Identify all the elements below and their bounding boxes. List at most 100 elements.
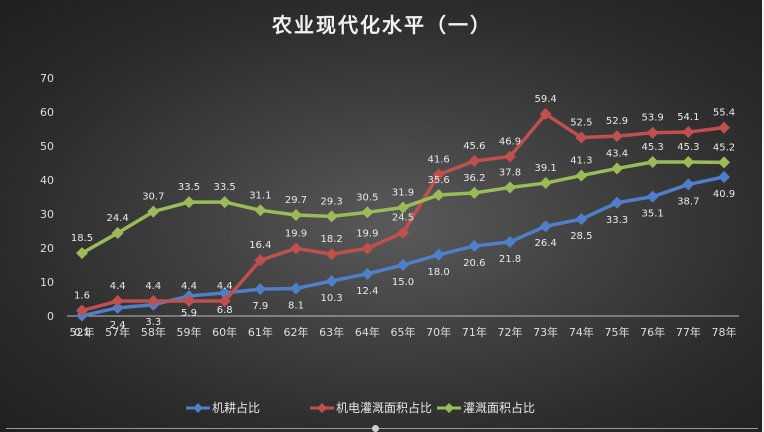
- data-point-marker[interactable]: [468, 154, 481, 167]
- data-point-marker[interactable]: [646, 155, 659, 168]
- axes: 0 10 20 30 40 50 60 70 52年 57年 58年 59年 60年 61年 62年 63年 6…: [40, 72, 739, 339]
- data-point-marker[interactable]: [183, 295, 195, 308]
- data-point-marker[interactable]: [539, 108, 552, 121]
- data-point-marker[interactable]: [539, 177, 552, 190]
- data-point-marker[interactable]: [361, 242, 374, 255]
- data-point-marker[interactable]: [504, 235, 516, 248]
- legend-entry[interactable]: 机电灌溉面积占比: [336, 400, 432, 415]
- y-tick-label: 70: [40, 72, 54, 85]
- data-point-marker[interactable]: [361, 267, 374, 280]
- data-point-marker[interactable]: [290, 209, 302, 222]
- x-tick-label: 60年: [212, 325, 237, 339]
- data-label: 40.9: [713, 189, 735, 200]
- data-label: 4.4: [181, 281, 197, 292]
- legend-entry[interactable]: 机耕占比: [212, 400, 260, 415]
- data-point-marker[interactable]: [254, 204, 267, 217]
- data-label: 55.4: [713, 108, 735, 119]
- data-point-marker[interactable]: [575, 131, 588, 144]
- data-label: 46.9: [499, 137, 521, 148]
- data-point-marker[interactable]: [468, 186, 481, 199]
- legend-entry[interactable]: 灌溉面积占比: [463, 400, 535, 415]
- y-tick-label: 20: [40, 242, 54, 255]
- y-tick-label: 60: [40, 106, 54, 119]
- data-label: 2.4: [110, 320, 126, 331]
- data-point-marker[interactable]: [76, 247, 88, 260]
- data-point-marker[interactable]: [111, 301, 124, 314]
- data-point-marker[interactable]: [575, 169, 588, 182]
- frame-bottom-border: [6, 428, 758, 429]
- data-point-marker[interactable]: [646, 126, 659, 139]
- data-point-marker[interactable]: [397, 226, 409, 239]
- data-label: 45.3: [642, 142, 664, 153]
- data-label: 3.3: [145, 317, 161, 328]
- data-point-marker[interactable]: [111, 227, 124, 240]
- data-label: 24.5: [392, 213, 414, 224]
- data-point-marker[interactable]: [718, 121, 730, 134]
- data-point-marker[interactable]: [183, 196, 195, 209]
- x-tick-label: 75年: [605, 325, 630, 339]
- data-point-marker[interactable]: [325, 274, 338, 287]
- data-point-marker[interactable]: [254, 283, 267, 296]
- data-point-marker[interactable]: [575, 213, 588, 226]
- data-point-marker[interactable]: [646, 190, 659, 203]
- data-point-marker[interactable]: [504, 150, 516, 163]
- data-labels: 0.1 2.4 3.3 5.9 6.8 7.9 8.1 10.3 12.4 15.0 18.0 20.…: [71, 94, 735, 339]
- data-label: 18.0: [428, 267, 450, 278]
- data-point-marker[interactable]: [76, 304, 88, 317]
- data-point-marker[interactable]: [111, 295, 124, 308]
- data-label: 19.9: [356, 228, 378, 239]
- data-point-marker[interactable]: [611, 162, 623, 175]
- y-tick-label: 50: [40, 140, 54, 153]
- y-tick-label: 40: [40, 174, 54, 187]
- data-point-marker[interactable]: [504, 181, 516, 194]
- data-point-marker[interactable]: [397, 259, 409, 271]
- data-label: 53.9: [642, 113, 664, 124]
- data-point-marker[interactable]: [611, 130, 623, 143]
- data-point-marker[interactable]: [147, 295, 160, 308]
- data-label: 54.1: [677, 112, 699, 123]
- data-point-marker[interactable]: [539, 220, 552, 233]
- data-label: 19.9: [285, 228, 307, 239]
- data-label: 52.9: [606, 116, 628, 127]
- data-point-marker[interactable]: [361, 206, 374, 219]
- data-label: 35.1: [642, 209, 664, 220]
- data-point-marker[interactable]: [682, 155, 695, 168]
- x-tick-label: 52年: [70, 325, 95, 339]
- data-label: 16.4: [249, 240, 271, 251]
- data-point-marker[interactable]: [432, 248, 445, 261]
- data-point-marker[interactable]: [218, 196, 231, 209]
- x-tick-label: 59年: [177, 325, 202, 339]
- series-group: [76, 108, 730, 322]
- x-tick-label: 73年: [533, 325, 558, 339]
- frame-resize-handle[interactable]: [372, 425, 379, 432]
- data-label: 39.1: [535, 163, 557, 174]
- data-point-marker[interactable]: [432, 168, 445, 181]
- data-point-marker[interactable]: [682, 178, 695, 191]
- data-point-marker[interactable]: [254, 254, 267, 267]
- legend-marker: [193, 403, 203, 413]
- data-label: 7.9: [252, 301, 268, 312]
- data-point-marker[interactable]: [611, 196, 623, 209]
- data-point-marker[interactable]: [718, 170, 730, 183]
- data-label: 41.3: [570, 156, 592, 167]
- data-point-marker[interactable]: [218, 295, 231, 308]
- data-point-marker[interactable]: [397, 201, 409, 214]
- data-label: 26.4: [535, 238, 557, 249]
- data-label: 1.6: [74, 291, 90, 302]
- data-label: 38.7: [677, 196, 699, 207]
- data-point-marker[interactable]: [682, 126, 695, 139]
- data-point-marker[interactable]: [290, 282, 302, 295]
- data-point-marker[interactable]: [432, 188, 445, 201]
- data-point-marker[interactable]: [325, 248, 338, 261]
- data-point-marker[interactable]: [147, 205, 160, 218]
- data-point-marker[interactable]: [718, 156, 730, 169]
- data-label: 41.6: [428, 155, 450, 166]
- legend-marker: [444, 403, 454, 413]
- legend-marker: [317, 403, 327, 413]
- x-tick-label: 62年: [284, 325, 309, 339]
- legend[interactable]: 机耕占比 机电灌溉面积占比 灌溉面积占比: [186, 400, 535, 415]
- data-point-marker[interactable]: [468, 239, 481, 252]
- data-point-marker[interactable]: [290, 242, 302, 255]
- data-point-marker[interactable]: [325, 210, 338, 223]
